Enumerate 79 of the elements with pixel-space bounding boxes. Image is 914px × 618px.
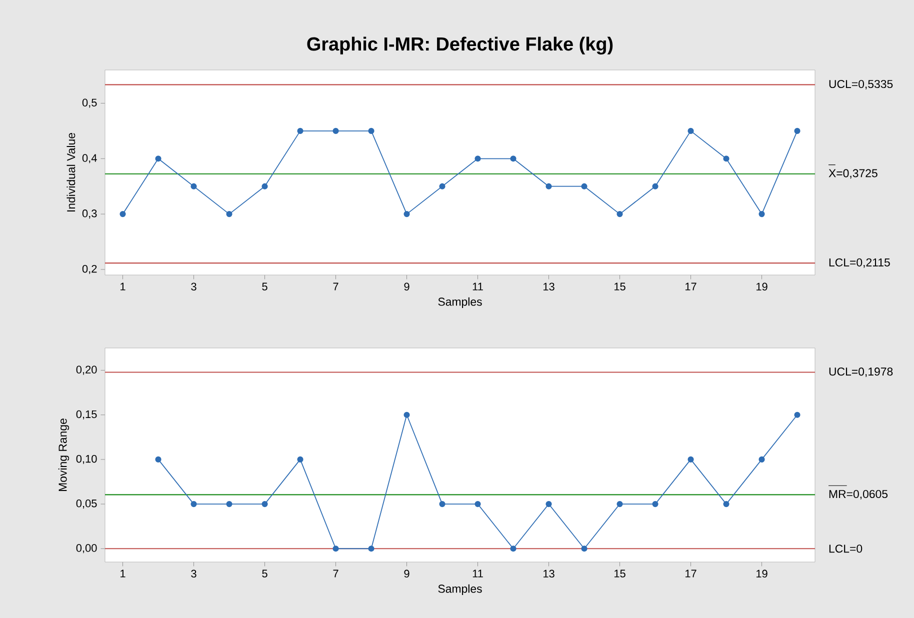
x-tick-label: 17 <box>685 282 696 290</box>
point <box>155 456 162 462</box>
point <box>404 211 410 218</box>
point <box>616 501 623 508</box>
point <box>368 128 374 134</box>
y-tick-label: 0,4 <box>82 154 97 164</box>
y-tick-label: 0,2 <box>82 264 97 274</box>
point <box>439 183 446 190</box>
ref-line-label: MR=0,0605 <box>829 490 888 500</box>
point <box>368 546 374 552</box>
point <box>332 128 339 134</box>
point <box>510 156 516 162</box>
y-tick-label: 0,20 <box>76 366 97 375</box>
point <box>226 211 232 218</box>
x-tick-label: 7 <box>333 282 338 290</box>
point <box>546 183 552 190</box>
point <box>404 412 410 418</box>
point <box>581 546 588 552</box>
point <box>190 183 197 190</box>
ref-line-label: X=0,3725 <box>828 169 878 179</box>
point <box>474 501 481 508</box>
x-axis-title: Samples <box>438 584 482 596</box>
x-tick-label: 1 <box>120 282 126 290</box>
x-tick-label: 19 <box>756 570 768 578</box>
x-tick-label: 3 <box>191 570 196 578</box>
point <box>581 183 588 190</box>
point <box>190 501 197 508</box>
x-tick-label: 11 <box>472 570 483 578</box>
point <box>297 128 304 134</box>
x-tick-label: 5 <box>262 282 268 290</box>
point <box>332 546 339 552</box>
chart-title: Graphic I-MR: Defective Flake (kg) <box>307 36 613 55</box>
x-tick-label: 9 <box>404 570 410 578</box>
point <box>226 501 232 508</box>
x-tick-label: 9 <box>404 282 410 291</box>
x-tick-label: 19 <box>756 282 768 291</box>
ref-line-label: UCL=0,1978 <box>829 368 893 377</box>
point <box>688 128 694 134</box>
y-tick-label: 0,5 <box>82 98 97 108</box>
x-tick-label: 13 <box>543 570 554 578</box>
point <box>688 456 694 462</box>
point <box>616 211 623 218</box>
point <box>262 501 268 508</box>
y-tick-label: 0,05 <box>76 500 97 509</box>
point <box>155 156 162 162</box>
x-tick-label: 17 <box>685 570 696 578</box>
y-axis-title: Moving Range <box>58 418 70 491</box>
y-tick-label: 0,3 <box>82 210 97 219</box>
x-tick-label: 7 <box>333 570 338 578</box>
y-tick-label: 0,10 <box>76 454 97 464</box>
x-tick-label: 11 <box>472 282 483 290</box>
x-tick-label: 3 <box>191 282 196 291</box>
ref-line-label: UCL=0,5335 <box>829 80 893 90</box>
x-tick-label: 1 <box>120 570 126 578</box>
point <box>297 456 304 462</box>
point <box>510 546 516 552</box>
point <box>723 156 730 162</box>
y-tick-label: 0,00 <box>76 544 97 554</box>
point <box>652 183 658 190</box>
point <box>652 501 658 508</box>
x-axis-title: Samples <box>438 297 482 308</box>
point <box>794 128 800 134</box>
x-tick-label: 15 <box>614 282 626 290</box>
x-tick-label: 15 <box>614 570 626 578</box>
point <box>120 211 126 218</box>
point <box>758 456 765 462</box>
point <box>439 501 446 508</box>
x-tick-label: 13 <box>543 282 554 291</box>
point <box>262 183 268 190</box>
x-tick-label: 5 <box>262 570 268 578</box>
point <box>546 501 552 508</box>
ref-line-label: LCL=0,2115 <box>829 258 890 268</box>
y-axis-title: Individual Value <box>66 133 76 212</box>
point <box>794 412 800 418</box>
ref-line-label: LCL=0 <box>829 544 862 553</box>
point <box>723 501 730 508</box>
point <box>474 156 481 162</box>
point <box>758 211 765 218</box>
y-tick-label: 0,15 <box>76 410 97 420</box>
